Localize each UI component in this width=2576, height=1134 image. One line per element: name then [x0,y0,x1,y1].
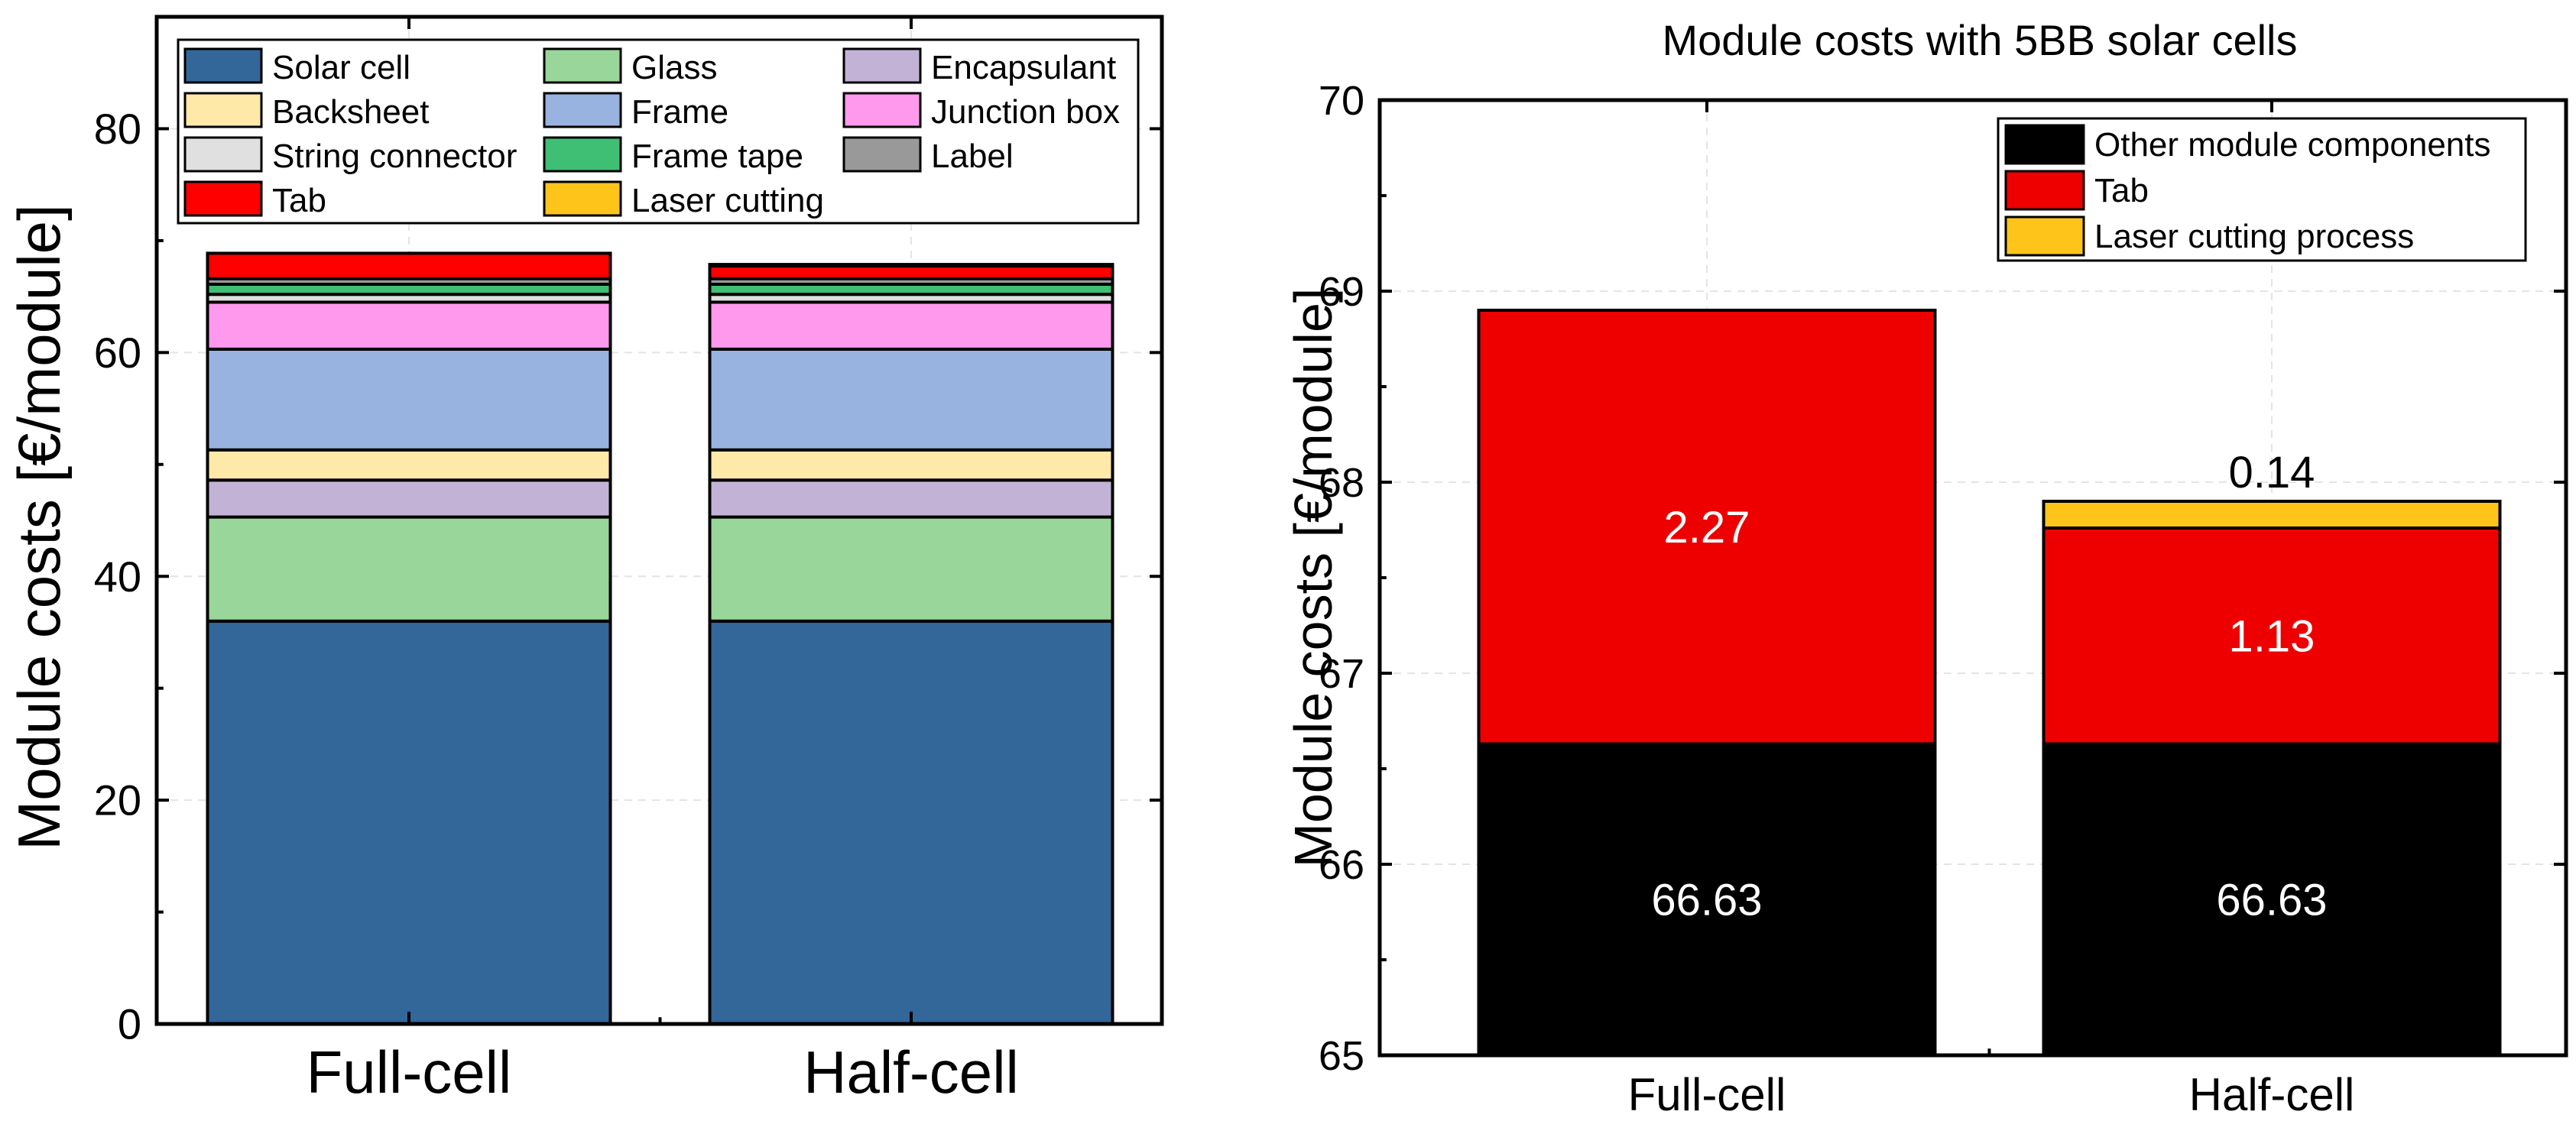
left-y-axis: 0 20 40 60 80 [94,105,1162,1048]
legend-label-frame-tape: Frame tape [631,138,803,175]
bar-half-cell-encapsulant [708,478,1114,519]
right-y-axis: 65 66 67 68 69 70 [1319,78,2566,1079]
bar-full-cell-backsheet [206,448,612,482]
legend-label-glass: Glass [631,49,717,86]
data-label-half-cell-tab: 1.13 [2229,612,2315,662]
right-legend: Other module components Tab Laser cutting … [1997,117,2527,262]
y-tick-label: 70 [1319,78,1364,124]
bar-full-cell-solar-cell [206,619,612,1025]
legend-swatch-tab [2004,170,2085,211]
legend-swatch-junction-box [842,92,922,128]
x-tick-label-half-cell: Half-cell [2189,1069,2355,1120]
legend-label-laser-cutting-process: Laser cutting process [2094,218,2414,255]
legend-label-other-module-components: Other module components [2094,126,2491,164]
data-label-full-cell-other-module-components: 66.63 [1651,876,1762,925]
left-y-axis-label: Module costs [€/module] [5,204,73,850]
bar-full-cell-tab [206,251,612,280]
legend-swatch-backsheet [183,92,263,128]
bar-half-cell-laser-cutting [708,263,1114,268]
left-legend-box [177,38,1140,225]
legend-swatch-encapsulant [842,47,922,84]
bar-full-cell-frame [206,347,612,452]
legend-swatch-other-module-components [2004,124,2085,165]
legend-label-solar-cell: Solar cell [272,49,410,86]
y-tick-label: 66 [1319,842,1364,888]
left-legend: Solar cell Glass Encapsulant Backsheet Frame… [177,38,1140,225]
legend-swatch-laser-cutting-process [2004,215,2085,257]
legend-label-junction-box: Junction box [931,93,1120,131]
data-label-half-cell-laser-cutting-process: 0.14 [2229,448,2315,497]
legend-label-backsheet: Backsheet [272,93,429,131]
data-label-half-cell-other-module-components: 66.63 [2216,876,2327,925]
y-tick-label: 80 [94,105,141,153]
y-tick-label: 65 [1319,1033,1364,1079]
right-chart: Module costs with 5BB solar cells 66.63 2… [1283,16,2568,1120]
legend-swatch-tab [183,180,263,217]
legend-swatch-glass [543,47,622,84]
bar-half-cell-laser-cutting-process [2042,500,2502,530]
bar-half-cell-glass [708,515,1114,623]
legend-label-frame: Frame [631,93,728,131]
left-bars [206,251,1114,1025]
legend-swatch-laser-cutting [543,180,622,217]
bar-half-cell-tab [708,264,1114,280]
y-tick-label: 20 [94,776,141,825]
bar-full-cell-encapsulant [206,478,612,519]
y-tick-label: 67 [1319,651,1364,697]
legend-swatch-string-connector [183,136,263,173]
bar-half-cell-solar-cell [708,619,1114,1025]
bar-half-cell-tab [2042,526,2502,746]
bar-full-cell-other-module-components [1477,742,1937,1057]
right-x-axis: Full-cell Half-cell [1628,100,2355,1120]
bar-full-cell-junction-box [206,300,612,351]
data-label-full-cell-tab: 2.27 [1664,503,1750,552]
legend-label-encapsulant: Encapsulant [931,49,1116,86]
x-tick-label-full-cell: Full-cell [1628,1069,1786,1120]
legend-swatch-solar-cell [183,47,263,84]
x-tick-label-full-cell: Full-cell [307,1038,512,1106]
legend-label-tab: Tab [2094,172,2149,209]
legend-label-tab: Tab [272,182,326,219]
right-legend-box [1997,117,2527,262]
y-tick-label: 69 [1319,269,1364,315]
legend-label-string-connector: String connector [272,138,517,175]
y-tick-label: 40 [94,552,141,601]
right-chart-title: Module costs with 5BB solar cells [1662,16,2297,64]
legend-swatch-frame-tape [543,136,622,173]
y-tick-label: 60 [94,329,141,377]
bar-half-cell-other-module-components [2042,742,2502,1057]
right-y-axis-label: Module costs [€/module] [1283,288,1343,868]
bar-half-cell-frame [708,347,1114,452]
bar-half-cell-backsheet [708,448,1114,482]
legend-label-laser-cutting: Laser cutting [631,182,824,219]
legend-swatch-label [842,136,922,173]
left-x-axis: Full-cell Half-cell [307,17,1019,1106]
bar-half-cell-junction-box [708,300,1114,351]
legend-label-label: Label [931,138,1014,175]
y-tick-label: 0 [118,1000,141,1048]
bar-full-cell-glass [206,515,612,623]
right-bars: 66.63 2.27 66.63 1.13 0.14 [1477,309,2502,1057]
bar-full-cell-tab [1477,309,1937,746]
left-chart: 0 20 40 60 80 Full-cell Half-cell Module cost… [5,15,1164,1106]
x-tick-label-half-cell: Half-cell [803,1038,1019,1106]
legend-swatch-frame [543,92,622,128]
y-tick-label: 68 [1319,460,1364,506]
